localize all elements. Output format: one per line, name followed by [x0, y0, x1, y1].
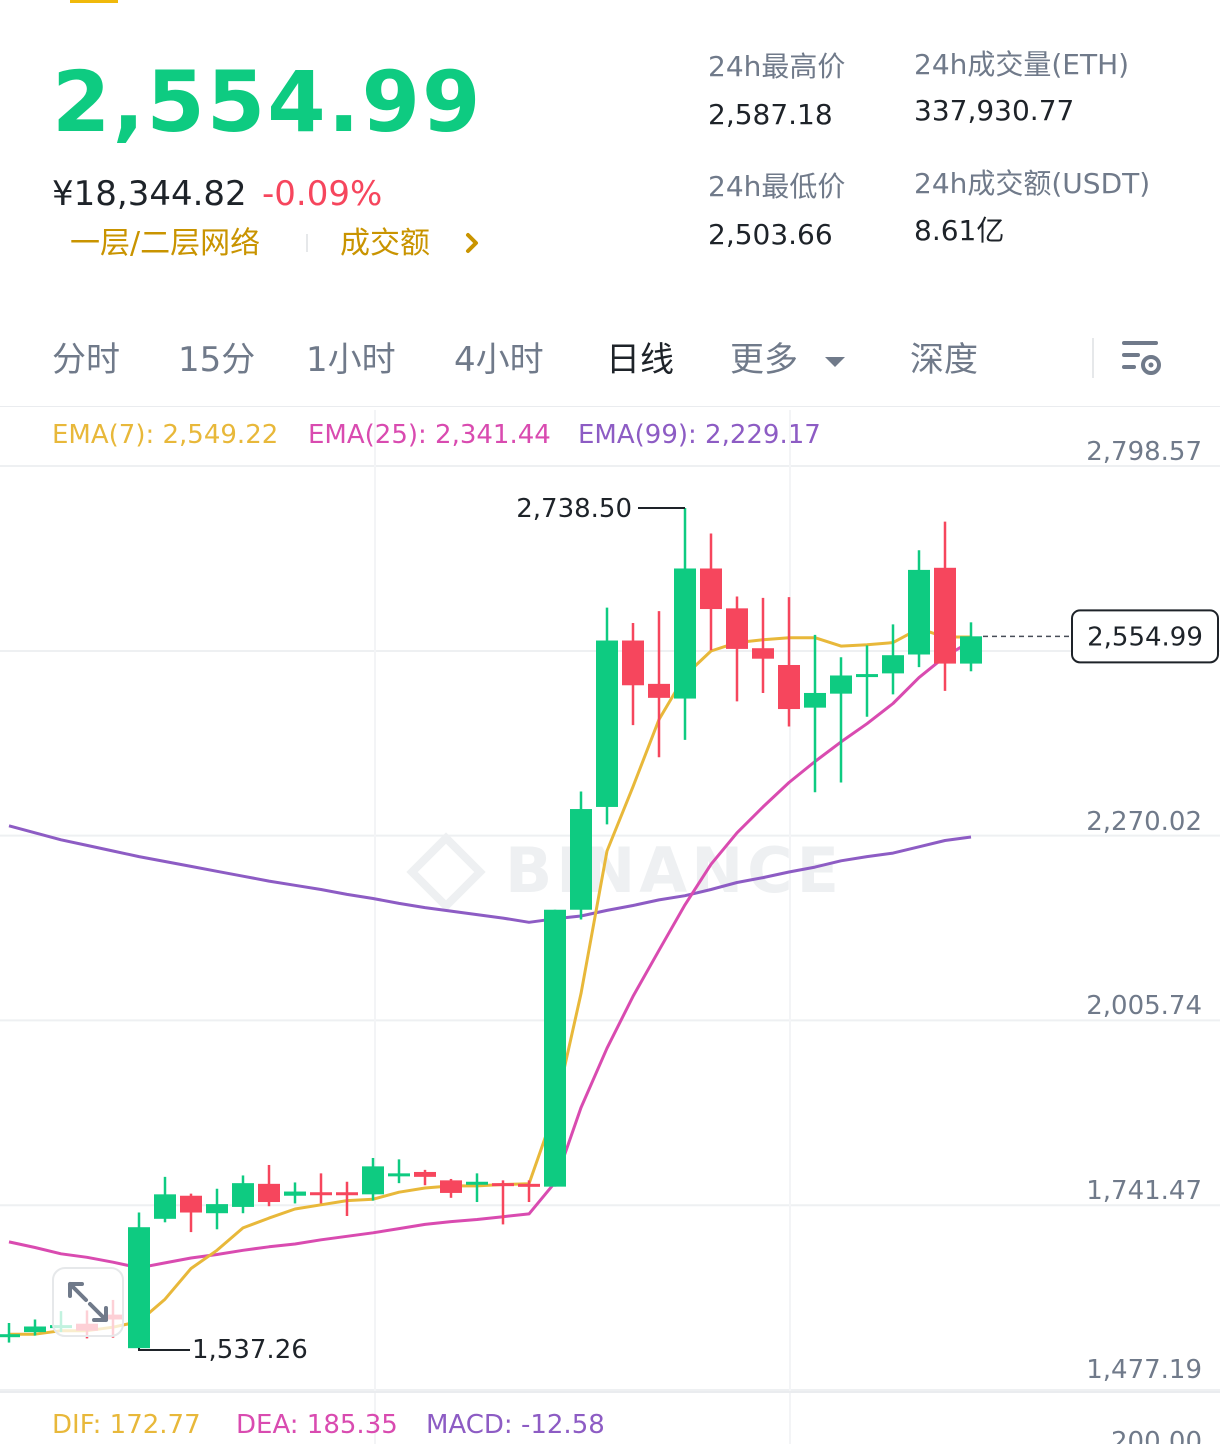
- candle-body: [700, 568, 722, 610]
- macd-value-legend: MACD: -12.58: [426, 1410, 605, 1440]
- candle-body: [128, 1227, 150, 1349]
- interval-tabs: 分时 15分 1小时 4小时 日线 更多 深度: [0, 318, 1220, 402]
- volume-rank-link[interactable]: 成交额: [340, 226, 430, 261]
- change-percent: -0.09%: [262, 174, 383, 214]
- ema25-line: [8, 639, 972, 1270]
- candle-body: [648, 683, 670, 698]
- tab-time-sharing[interactable]: 分时: [52, 340, 120, 380]
- ema25-legend: EMA(25): 2,341.44: [308, 420, 551, 450]
- candle-body: [596, 640, 618, 807]
- tag-divider: [306, 234, 308, 252]
- stat-volume-base-value: 337,930.77: [914, 94, 1075, 127]
- selected-pair-indicator: [70, 0, 118, 3]
- tab-1d[interactable]: 日线: [606, 340, 674, 380]
- stat-low-value: 2,503.66: [708, 218, 833, 251]
- tabs-separator: [0, 406, 1220, 407]
- current-price-tag-box: [1071, 609, 1219, 664]
- low-price-marker: 1,537.26: [192, 1335, 308, 1365]
- last-price: 2,554.99: [52, 53, 483, 151]
- candle-body: [388, 1173, 410, 1177]
- cny-price: ¥18,344.82: [52, 174, 247, 214]
- candle-body: [622, 640, 644, 686]
- candle-body: [674, 568, 696, 699]
- low-marker-line: [138, 1347, 190, 1351]
- candle-body: [0, 1334, 20, 1338]
- high-price-marker: 2,738.50: [516, 494, 632, 524]
- y-axis-tick-label: 1,741.47: [1086, 1176, 1202, 1206]
- candle-body: [284, 1191, 306, 1196]
- candle-body: [934, 567, 956, 664]
- y-axis-tick-label: 2,798.57: [1086, 437, 1202, 467]
- candle-body: [882, 655, 904, 674]
- candle-body: [310, 1192, 332, 1196]
- candle-body: [206, 1204, 228, 1214]
- candle-body: [856, 674, 878, 678]
- macd-axis-tick: 200.00: [1111, 1427, 1202, 1444]
- fullscreen-expand-icon[interactable]: [52, 1267, 124, 1337]
- tab-more[interactable]: 更多: [730, 318, 847, 402]
- stat-low-label: 24h最低价: [708, 170, 846, 203]
- binance-logo-mark: [406, 832, 486, 912]
- candle-body: [414, 1171, 436, 1177]
- candle-body: [804, 692, 826, 708]
- chevron-right-icon[interactable]: [462, 228, 484, 258]
- caret-down-icon: [824, 356, 845, 367]
- y-axis-tick-label: 2,270.02: [1086, 807, 1202, 837]
- candle-body: [232, 1183, 254, 1207]
- candle-body: [492, 1183, 514, 1187]
- tab-more-label: 更多: [730, 340, 798, 380]
- ema7-legend: EMA(7): 2,549.22: [52, 420, 279, 450]
- y-axis-tick-label: 1,477.19: [1086, 1355, 1202, 1385]
- stat-high-label: 24h最高价: [708, 50, 846, 83]
- candle-body: [362, 1166, 384, 1195]
- tab-15m[interactable]: 15分: [178, 340, 256, 380]
- candle-body: [960, 636, 982, 664]
- candle-body: [180, 1195, 202, 1213]
- candle-body: [778, 664, 800, 710]
- stat-high-value: 2,587.18: [708, 98, 833, 131]
- candle-body: [726, 608, 748, 649]
- candle-body: [466, 1181, 488, 1185]
- candle-body: [24, 1326, 46, 1333]
- tab-depth[interactable]: 深度: [910, 340, 978, 380]
- candle-body: [154, 1194, 176, 1219]
- y-axis-tick-label: 2,005.74: [1086, 991, 1202, 1021]
- candle-body: [258, 1183, 280, 1203]
- candle-body: [518, 1183, 540, 1187]
- ema99-legend: EMA(99): 2,229.17: [578, 420, 821, 450]
- candle-body: [908, 569, 930, 655]
- macd-dif-legend: DIF: 172.77: [52, 1410, 201, 1440]
- candle-body: [830, 675, 852, 694]
- candle-body: [336, 1192, 358, 1196]
- ema99-line: [8, 824, 972, 924]
- current-price-tag: 2,554.99: [1087, 622, 1203, 652]
- stat-volume-quote-label: 24h成交额(USDT): [914, 167, 1151, 200]
- tab-1h[interactable]: 1小时: [306, 340, 396, 380]
- stat-volume-base-label: 24h成交量(ETH): [914, 48, 1130, 81]
- stat-volume-quote-value: 8.61亿: [914, 214, 1005, 247]
- binance-watermark: BINANCE: [505, 834, 843, 907]
- category-tag-layer[interactable]: 一层/二层网络: [70, 226, 261, 261]
- macd-dea-legend: DEA: 185.35: [236, 1410, 398, 1440]
- candle-body: [544, 909, 566, 1187]
- chart-settings-icon[interactable]: [1120, 338, 1164, 380]
- candle-body: [570, 809, 592, 910]
- candle-body: [440, 1180, 462, 1193]
- tab-4h[interactable]: 4小时: [454, 340, 544, 380]
- candle-body: [752, 648, 774, 659]
- ema7-line: [9, 627, 971, 1336]
- tabs-divider: [1092, 338, 1094, 378]
